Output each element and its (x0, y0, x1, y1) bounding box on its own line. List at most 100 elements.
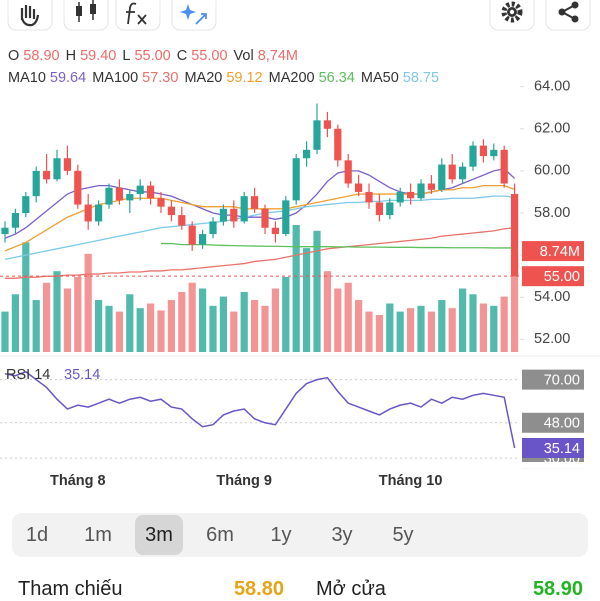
last-price-badge-bg (522, 266, 584, 287)
legend-value: 57.30 (142, 70, 179, 86)
candle-body (292, 158, 300, 201)
volume-bar (459, 288, 467, 352)
candle-body (157, 198, 165, 207)
legend-label: MA200 (268, 70, 315, 86)
volume-bar (490, 305, 498, 352)
legend-label: MA20 (184, 70, 223, 86)
volume-bar (240, 291, 248, 352)
candle-body (53, 158, 61, 180)
legend-label: Vol (233, 48, 254, 64)
candle-body (95, 204, 103, 222)
volume-bar (303, 248, 311, 352)
candle-body (32, 170, 40, 197)
candle-body (188, 225, 196, 245)
y-tick-label: 64.00 (534, 78, 570, 94)
y-tick-label: 54.00 (534, 289, 570, 305)
candle-body (375, 202, 383, 216)
candle-button[interactable] (63, 0, 109, 31)
fx-button[interactable] (115, 0, 161, 31)
sparkle-icon (195, 13, 207, 25)
candle-body (448, 164, 456, 180)
candle-body (355, 183, 363, 192)
legend-value: 58.75 (402, 70, 440, 86)
x-tick-label: Tháng 8 (50, 473, 106, 489)
rsi-value: 35.14 (64, 367, 100, 383)
candle-body (396, 191, 404, 203)
volume-bar (292, 225, 300, 352)
volume-bar (334, 288, 342, 352)
candle-body (105, 187, 113, 205)
legend-value: 59.12 (226, 70, 263, 86)
candle-body (251, 196, 259, 209)
y-tick-label-bg (522, 369, 584, 390)
candle-body (459, 166, 467, 180)
share-icon (571, 15, 579, 23)
candle-icon (76, 6, 82, 16)
candle-body (230, 208, 238, 222)
volume-bar (178, 291, 186, 352)
volume-bar (427, 311, 435, 352)
period-button[interactable]: 1y (270, 523, 292, 546)
candle-body (63, 158, 71, 171)
period-button[interactable]: 5y (392, 523, 414, 546)
ma-line (4, 195, 515, 260)
ai-button[interactable] (171, 0, 217, 31)
rsi-badge-bg (522, 437, 584, 458)
period-button[interactable]: 1d (25, 523, 49, 546)
volume-bar (84, 253, 92, 352)
candle-body (282, 200, 290, 235)
ma-line (161, 242, 515, 249)
y-tick-label: 48.00 (544, 416, 580, 432)
period-button[interactable]: 3y (331, 523, 353, 546)
sparkle-icon (180, 4, 196, 20)
volume-bar (448, 308, 456, 352)
volume-bar (219, 296, 227, 352)
candle-body (469, 145, 477, 167)
fx-icon (126, 2, 147, 25)
volume-bar (438, 300, 446, 352)
candle-body (500, 149, 508, 184)
period-button[interactable]: 3m (135, 515, 183, 555)
volume-bar (115, 311, 123, 352)
volume-bar (209, 305, 217, 352)
candle-body (365, 191, 373, 203)
ma-line (4, 168, 516, 239)
rsi-line (4, 370, 516, 449)
gear-icon (501, 1, 523, 23)
x-tick-label: Tháng 9 (216, 473, 272, 489)
candle-body (219, 208, 227, 222)
gear-icon (509, 9, 515, 15)
candle-body (1, 227, 9, 235)
y-tick-label: 52.00 (534, 331, 570, 347)
legend-label: C (176, 48, 188, 64)
volume-bar (43, 282, 51, 352)
volume-bar (407, 308, 415, 352)
volume-bar (188, 282, 196, 352)
volume-bar (261, 305, 269, 352)
footer-label: Tham chiếu (18, 578, 123, 600)
volume-bar (147, 303, 155, 352)
legend-value: 55.00 (191, 48, 228, 64)
volume-bar (63, 288, 71, 352)
y-tick-label-bg (522, 412, 584, 433)
candle-body (240, 196, 248, 222)
candle-body (490, 149, 498, 157)
candle-body (386, 202, 394, 216)
footer-value: 58.80 (233, 578, 284, 600)
candle-body (136, 185, 144, 195)
legend-value: 8,74M (257, 48, 298, 64)
period-button[interactable]: 6m (206, 523, 234, 546)
candle-body (271, 227, 279, 235)
period-button[interactable]: 1m (84, 523, 112, 546)
volume-bar (11, 294, 19, 352)
volume-bar (32, 300, 40, 352)
y-tick-label: 60.00 (534, 163, 570, 179)
y-tick-label: 58.00 (534, 205, 570, 221)
candle-body (303, 149, 311, 159)
volume-bar (511, 251, 519, 352)
volume-bar (157, 310, 165, 352)
ma-legend: MA10 59.64 MA100 57.30 MA20 59.12 MA200 56.34 MA… (8, 70, 445, 86)
candle-body (43, 170, 51, 180)
